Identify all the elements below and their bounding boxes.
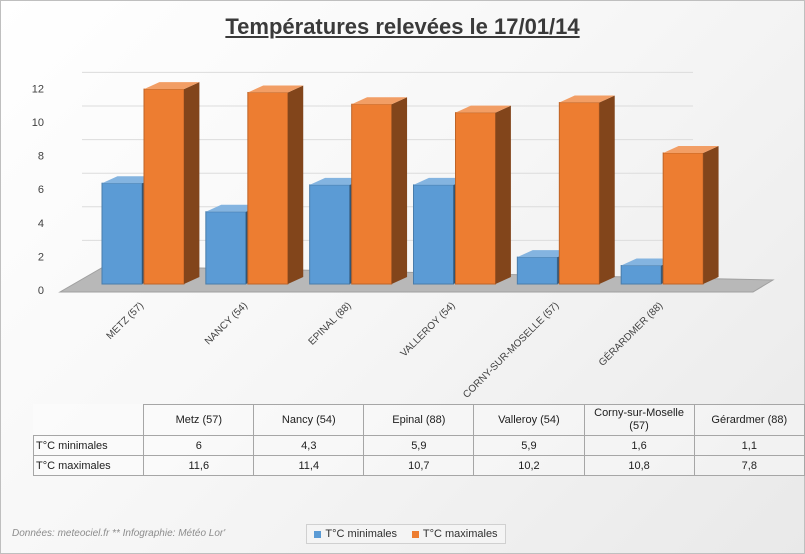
table-cell: 10,2 [473, 455, 585, 476]
bar-min [205, 211, 247, 285]
table-cell: 1,6 [583, 435, 695, 456]
legend-label-max: T°C maximales [422, 528, 498, 540]
bar-max [662, 152, 704, 285]
table-header-cell: Epinal (88) [363, 404, 475, 436]
bar-max-top [663, 145, 719, 153]
row-label-max: T°C maximales [32, 455, 145, 476]
y-tick-label: 0 [38, 285, 44, 297]
x-category-label: CORNY-SUR-MOSELLE (57) [461, 300, 561, 400]
plot-floor-edge [58, 265, 775, 293]
chart-legend: T°C minimales T°C maximales [306, 524, 506, 544]
legend-item-min: T°C minimales [314, 528, 397, 540]
chart-title: Températures relevées le 17/01/14 [225, 14, 580, 39]
table-cell: 11,4 [253, 455, 365, 476]
source-credit: Données: meteociel.fr ** Infographie: Mé… [12, 528, 226, 539]
table-cell: 11,6 [143, 455, 255, 476]
row-label-min: T°C minimales [32, 435, 145, 456]
chart-plot: 0 2 4 6 8 10 12 METZ (57) NANCY (54) EPINAL (88) V… [32, 71, 775, 400]
bar-max-top [351, 97, 408, 105]
y-tick-label: 12 [32, 83, 44, 95]
table-header-cell: Valleroy (54) [473, 404, 585, 436]
table-header-cell: Gérardmer (88) [693, 404, 805, 436]
x-category-label: METZ (57) [105, 300, 147, 342]
bar-max-side [287, 85, 304, 284]
legend-item-max: T°C maximales [411, 528, 498, 540]
bar-max-side [599, 95, 615, 284]
table-cell: 7,8 [693, 455, 805, 476]
data-table: Metz (57) Nancy (54) Epinal (88) Vallero… [32, 404, 805, 476]
x-category-label: VALLEROY (54) [399, 300, 458, 359]
row-label-text: T°C minimales [36, 439, 108, 452]
bar-max [558, 102, 600, 285]
bar-max-top [455, 105, 511, 113]
y-tick-label: 2 [38, 251, 44, 263]
legend-label-min: T°C minimales [325, 528, 398, 540]
bar-max [351, 103, 393, 285]
bar-max-side [703, 145, 719, 284]
table-header-cell: Corny-sur-Moselle (57) [583, 404, 695, 436]
bar-max-top [559, 95, 615, 103]
table-cell: 6 [143, 435, 255, 456]
bar-max-top [144, 82, 200, 90]
row-label-text: T°C maximales [36, 459, 111, 472]
bar-min [516, 256, 558, 285]
bar-max-side [184, 82, 200, 285]
table-header-row: Metz (57) Nancy (54) Epinal (88) Vallero… [33, 404, 805, 436]
table-row: T°C maximales 11,6 11,4 10,7 10,2 10,8 7… [32, 455, 805, 476]
bar-max [455, 112, 496, 285]
bar-min [620, 265, 662, 285]
x-category-label: GÉRARDMER (88) [596, 299, 666, 369]
bar-min [101, 182, 143, 285]
y-tick-label: 6 [38, 184, 44, 196]
y-tick-label: 4 [38, 218, 44, 230]
bar-min [413, 184, 454, 285]
table-header-cell: Metz (57) [143, 404, 255, 436]
table-cell: 10,7 [363, 455, 475, 476]
table-cell: 1,1 [693, 435, 805, 456]
table-cell: 4,3 [253, 435, 365, 456]
table-cell: 10,8 [583, 455, 695, 476]
legend-swatch-min [314, 530, 322, 538]
table-cell: 5,9 [473, 435, 585, 456]
y-tick-label: 8 [38, 151, 44, 163]
x-category-label: EPINAL (88) [307, 300, 354, 347]
table-row: T°C minimales 6 4,3 5,9 5,9 1,6 1,1 [32, 435, 805, 456]
bar-max [143, 88, 185, 285]
bar-max [247, 91, 289, 285]
table-header-cell: Nancy (54) [253, 404, 365, 436]
y-tick-label: 10 [32, 117, 44, 129]
table-corner-cell [33, 404, 145, 436]
table-cell: 5,9 [363, 435, 475, 456]
x-category-label: NANCY (54) [203, 300, 250, 347]
bar-min [309, 184, 351, 285]
bar-max-side [391, 97, 408, 285]
bar-max-top [247, 85, 304, 93]
legend-swatch-max [411, 530, 419, 538]
bar-max-side [495, 105, 511, 284]
